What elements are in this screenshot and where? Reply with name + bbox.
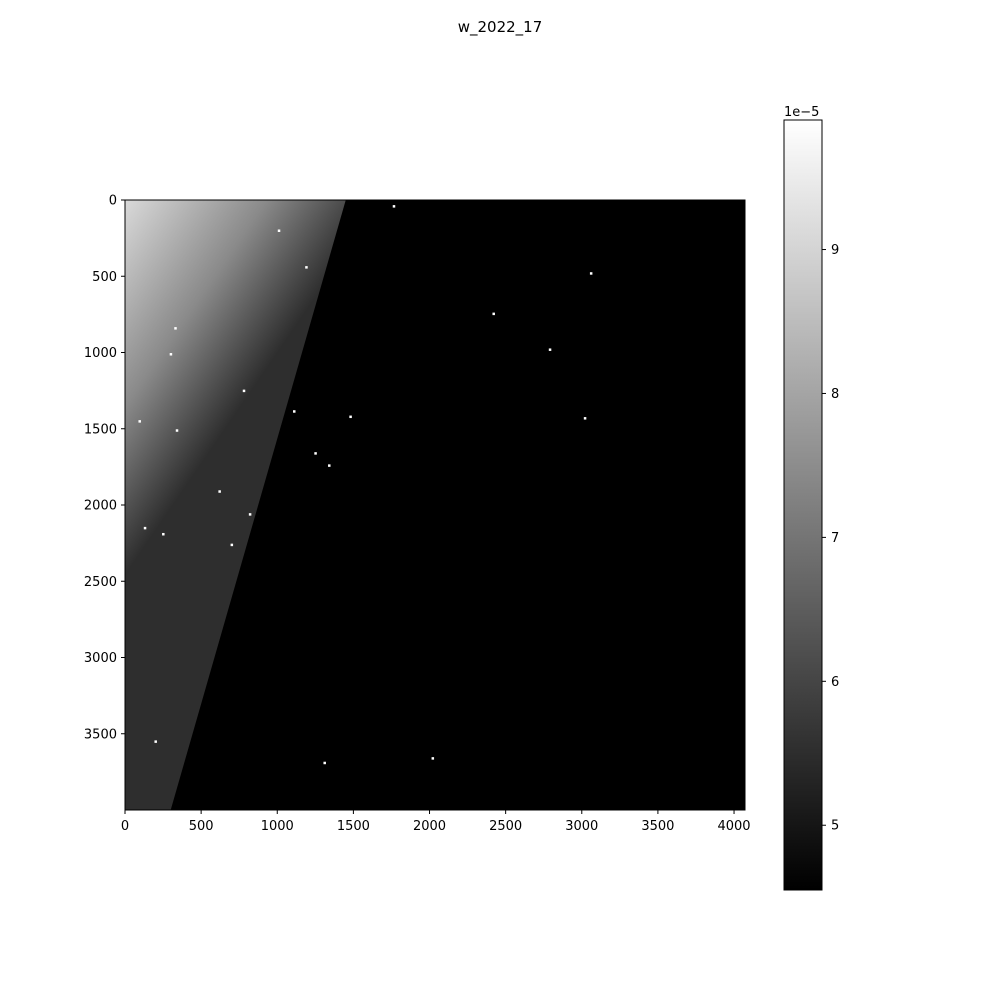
hot-pixel-layer [138, 205, 593, 765]
x-axis: 0 500 1000 1500 2000 2500 3000 3500 4000 [121, 810, 751, 834]
hot-pixel [143, 526, 147, 530]
hot-pixel [154, 740, 157, 743]
hot-pixel [277, 229, 281, 232]
hot-pixel [242, 389, 246, 393]
x-tick-label: 0 [121, 819, 129, 834]
chart-title: w_2022_17 [458, 18, 543, 37]
hot-pixel [293, 410, 296, 413]
hot-pixel [583, 417, 587, 420]
colorbar-tick-label: 9 [831, 243, 839, 258]
hot-pixel [314, 452, 317, 455]
colorbar-frame [783, 119, 823, 891]
hot-pixel [174, 327, 177, 330]
y-tick-label: 1500 [84, 422, 117, 437]
hot-pixel [589, 272, 593, 275]
y-axis: 0 500 1000 1500 2000 2500 3000 3500 [84, 194, 125, 742]
x-tick-label: 500 [189, 819, 214, 834]
bright-gradient-region [125, 200, 346, 810]
hot-pixel [431, 757, 435, 760]
y-tick-label: 500 [92, 270, 117, 285]
hot-pixel [305, 266, 308, 269]
hot-pixel [169, 353, 173, 356]
hot-pixel [349, 415, 352, 419]
image-axes: 0 500 1000 1500 2000 2500 3000 3500 4000 0 500 100… [84, 194, 751, 835]
x-tick-label: 3000 [565, 819, 598, 834]
hot-pixel [248, 513, 252, 516]
colorbar-tick-label: 8 [831, 387, 839, 402]
hot-pixel [392, 205, 396, 208]
x-tick-label: 2500 [489, 819, 522, 834]
hot-pixel [230, 543, 234, 547]
y-tick-label: 0 [109, 194, 117, 209]
colorbar-gradient [784, 120, 822, 890]
hot-pixel [162, 532, 165, 536]
x-tick-label: 1000 [261, 819, 294, 834]
x-tick-label: 3500 [641, 819, 674, 834]
x-tick-label: 1500 [337, 819, 370, 834]
x-tick-label: 2000 [413, 819, 446, 834]
hot-pixel [138, 420, 141, 423]
y-tick-label: 3000 [84, 651, 117, 666]
hot-pixel [548, 348, 552, 351]
y-tick-label: 2000 [84, 499, 117, 514]
hot-pixel [328, 464, 331, 467]
colorbar: 1e−5 5 6 7 8 9 [783, 105, 839, 891]
y-tick-label: 2500 [84, 575, 117, 590]
y-tick-label: 1000 [84, 346, 117, 361]
y-tick-label: 3500 [84, 727, 117, 742]
colorbar-tick-label: 5 [831, 819, 839, 834]
hot-pixel [492, 312, 495, 316]
hot-pixel [218, 490, 221, 493]
colorbar-offset-label: 1e−5 [784, 105, 819, 120]
x-tick-label: 4000 [717, 819, 750, 834]
colorbar-tick-label: 6 [831, 675, 839, 690]
hot-pixel [323, 761, 326, 765]
colorbar-ticks: 5 6 7 8 9 [822, 243, 839, 834]
colorbar-tick-label: 7 [831, 531, 839, 546]
hot-pixel [175, 429, 179, 432]
